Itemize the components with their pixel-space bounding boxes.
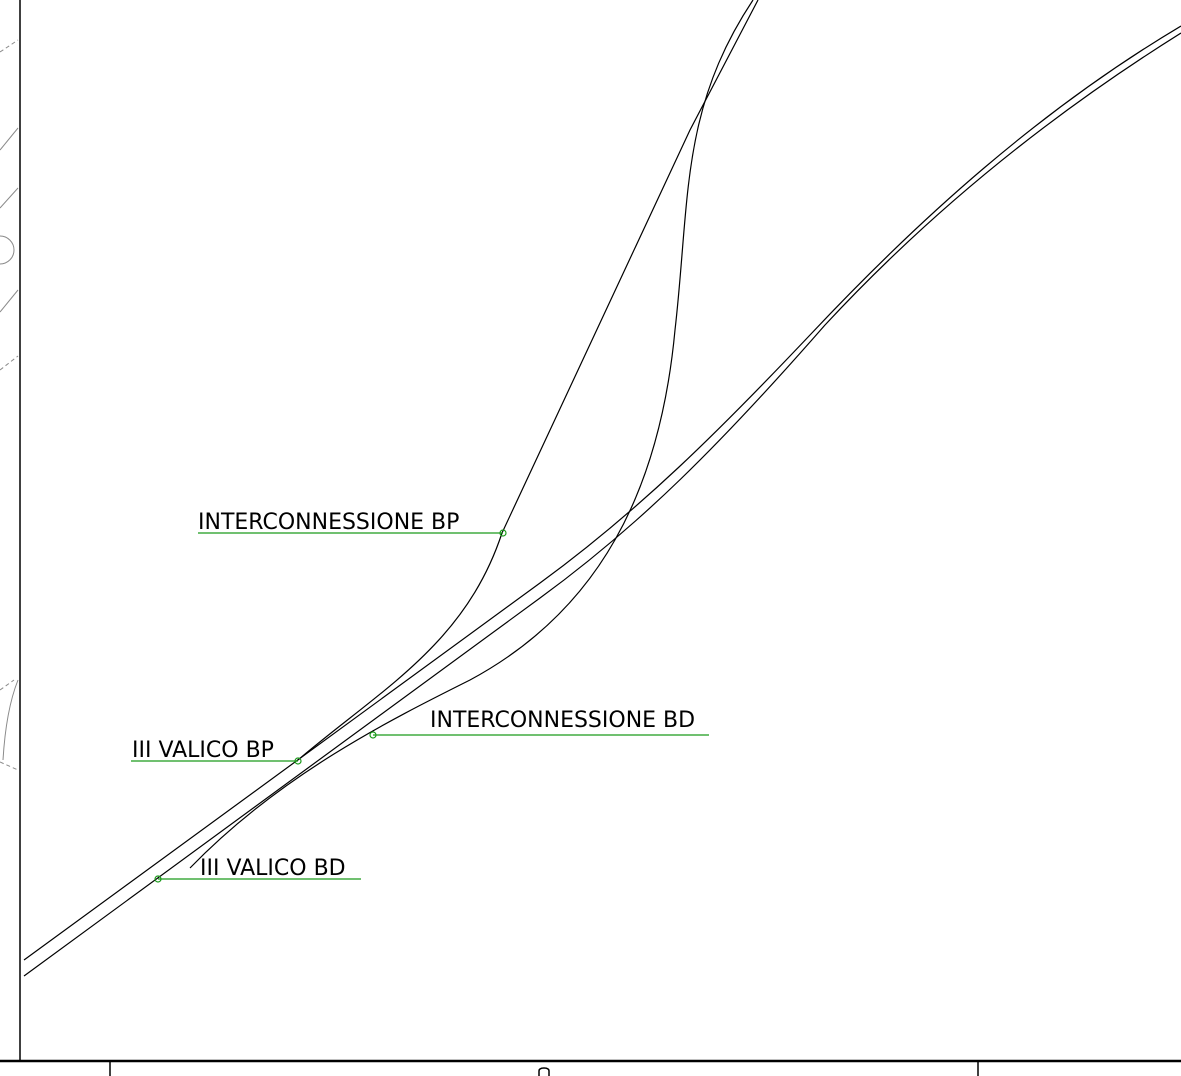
label-iii-valico-bd: III VALICO BD bbox=[200, 856, 346, 881]
label-interconnessione-bd-group: INTERCONNESSIONE BD bbox=[370, 708, 709, 738]
context-circle-arc bbox=[0, 236, 14, 264]
label-iii-valico-bp-group: III VALICO BP bbox=[131, 738, 301, 764]
track-interconnessione-bd bbox=[190, 0, 753, 868]
label-iii-valico-bp: III VALICO BP bbox=[132, 738, 274, 763]
label-interconnessione-bp-group: INTERCONNESSIONE BP bbox=[198, 510, 506, 536]
context-geometry bbox=[0, 40, 18, 770]
context-curve-1 bbox=[0, 128, 18, 150]
context-dashed-line-2 bbox=[0, 356, 18, 370]
context-curve-4 bbox=[3, 680, 18, 760]
label-iii-valico-bd-group: III VALICO BD bbox=[155, 856, 361, 882]
label-interconnessione-bd: INTERCONNESSIONE BD bbox=[430, 708, 695, 733]
context-dashed-line-3 bbox=[0, 680, 14, 690]
context-curve-2 bbox=[0, 188, 18, 208]
context-curve-3 bbox=[0, 290, 18, 312]
context-dashed-line-1 bbox=[0, 40, 18, 52]
track-iii-valico-bd bbox=[24, 33, 1181, 976]
track-interconnessione-bp bbox=[298, 0, 758, 760]
track-iii-valico-bp bbox=[24, 26, 1181, 960]
label-interconnessione-bp: INTERCONNESSIONE BP bbox=[198, 510, 459, 535]
title-block-mark bbox=[539, 1068, 549, 1076]
context-dashed-line-4 bbox=[0, 762, 18, 770]
